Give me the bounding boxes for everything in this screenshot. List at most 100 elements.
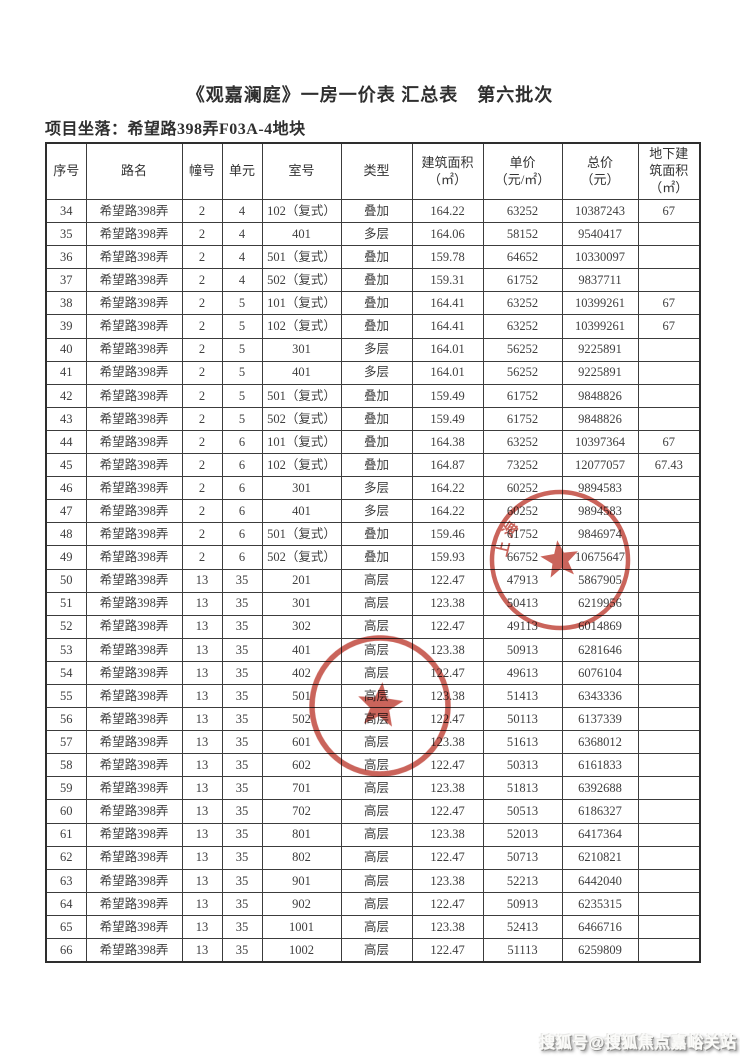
table-cell: 56	[45, 707, 87, 732]
table-cell: 123.38	[411, 776, 484, 801]
table-cell: 402	[261, 660, 342, 685]
table-cell: 多层	[340, 337, 413, 362]
table-cell: 35	[221, 868, 263, 893]
table-cell: 希望路398弄	[85, 799, 183, 824]
table-cell: 901	[261, 868, 342, 893]
table-cell: 希望路398弄	[85, 707, 183, 732]
table-cell: 102（复式）	[261, 314, 342, 339]
table-cell: 42	[45, 383, 87, 408]
table-cell: 159.49	[411, 406, 484, 431]
table-cell: 6466716	[561, 914, 639, 940]
table-cell: 希望路398弄	[85, 499, 183, 524]
table-cell: 61	[45, 822, 87, 847]
table-row: 61 希望路398弄 13 35 801 高层 123.38 52013 6417364	[45, 822, 701, 847]
table-cell: 叠加	[340, 198, 413, 224]
table-cell: 301	[261, 591, 342, 616]
table-cell: 501	[261, 683, 342, 709]
table-row: 39 希望路398弄 2 5 102（复式） 叠加 164.41 63252 10399261 6…	[45, 314, 701, 339]
table-cell: 高层	[340, 660, 413, 685]
table-cell: 401	[261, 499, 342, 524]
table-cell: 501（复式）	[261, 245, 342, 270]
table-cell: 高层	[340, 591, 413, 616]
table-cell: 122.47	[411, 568, 484, 593]
table-cell: 高层	[340, 637, 413, 662]
table-cell: 164.01	[411, 337, 484, 362]
table-cell: 122.47	[411, 937, 484, 963]
table-cell: 52	[45, 614, 87, 639]
table-cell: 叠加	[340, 314, 413, 339]
header-cell: 建筑面积 （㎡）	[411, 142, 484, 200]
table-cell: 159.49	[411, 383, 484, 408]
table-cell: 6442040	[561, 868, 639, 893]
table-cell: 302	[261, 614, 342, 639]
table-cell: 希望路398弄	[85, 937, 183, 963]
header-cell: 地下建 筑面积 （㎡）	[637, 142, 701, 200]
table-row: 54 希望路398弄 13 35 402 高层 122.47 49613 6076104	[45, 660, 701, 685]
table-cell: 6343336	[561, 683, 639, 709]
table-cell: 164.38	[411, 429, 484, 455]
table-cell: 502（复式）	[261, 406, 342, 431]
table-cell: 67	[637, 429, 701, 455]
table-cell: 49113	[482, 614, 563, 639]
table-cell: 13	[181, 937, 223, 963]
table-row: 65 希望路398弄 13 35 1001 高层 123.38 52413 6466716	[45, 914, 701, 940]
table-cell: 高层	[340, 730, 413, 755]
table-row: 50 希望路398弄 13 35 201 高层 122.47 47913 5867905	[45, 568, 701, 593]
table-cell: 41	[45, 360, 87, 385]
table-cell: 希望路398弄	[85, 614, 183, 639]
table-cell: 159.46	[411, 522, 484, 547]
table-cell: 高层	[340, 868, 413, 893]
table-cell: 高层	[340, 753, 413, 778]
table-cell: 叠加	[340, 545, 413, 570]
table-cell: 401	[261, 637, 342, 662]
table-row: 59 希望路398弄 13 35 701 高层 123.38 51813 6392688	[45, 776, 701, 801]
table-cell: 2	[181, 198, 223, 224]
table-cell	[637, 476, 701, 501]
table-cell: 56252	[482, 360, 563, 385]
table-cell: 希望路398弄	[85, 891, 183, 916]
table-cell: 6076104	[561, 660, 639, 685]
table-cell: 401	[261, 222, 342, 247]
table-cell	[637, 245, 701, 270]
table-cell: 63252	[482, 291, 563, 316]
table-cell: 多层	[340, 476, 413, 501]
table-cell: 164.22	[411, 198, 484, 224]
table-cell: 164.01	[411, 360, 484, 385]
table-cell: 52213	[482, 868, 563, 893]
table-cell: 13	[181, 822, 223, 847]
table-cell: 希望路398弄	[85, 453, 183, 478]
table-row: 64 希望路398弄 13 35 902 高层 122.47 50913 6235315	[45, 891, 701, 916]
table-cell: 希望路398弄	[85, 522, 183, 547]
table-cell: 5	[221, 314, 263, 339]
table-cell: 50	[45, 568, 87, 593]
table-cell: 6	[221, 453, 263, 478]
table-cell	[637, 591, 701, 616]
table-cell: 希望路398弄	[85, 868, 183, 893]
table-cell: 4	[221, 268, 263, 293]
table-cell: 50113	[482, 707, 563, 732]
table-row: 49 希望路398弄 2 6 502（复式） 叠加 159.93 66752 10675647	[45, 545, 701, 570]
table-cell	[637, 683, 701, 709]
table-cell: 47913	[482, 568, 563, 593]
table-cell: 2	[181, 383, 223, 408]
table-cell: 10397364	[561, 429, 639, 455]
table-row: 62 希望路398弄 13 35 802 高层 122.47 50713 6210821	[45, 845, 701, 870]
table-cell: 6	[221, 545, 263, 570]
table-cell: 64	[45, 891, 87, 916]
table-cell: 56252	[482, 337, 563, 362]
table-cell: 6161833	[561, 753, 639, 778]
table-cell: 51113	[482, 937, 563, 963]
table-cell	[637, 522, 701, 547]
table-cell: 5	[221, 383, 263, 408]
table-cell: 2	[181, 245, 223, 270]
table-cell: 希望路398弄	[85, 845, 183, 870]
table-cell: 52413	[482, 914, 563, 940]
table-cell: 60	[45, 799, 87, 824]
table-cell	[637, 222, 701, 247]
table-cell: 希望路398弄	[85, 914, 183, 940]
table-cell: 6	[221, 476, 263, 501]
table-cell: 2	[181, 453, 223, 478]
table-cell: 9894583	[561, 476, 639, 501]
table-cell: 123.38	[411, 591, 484, 616]
table-cell	[637, 499, 701, 524]
